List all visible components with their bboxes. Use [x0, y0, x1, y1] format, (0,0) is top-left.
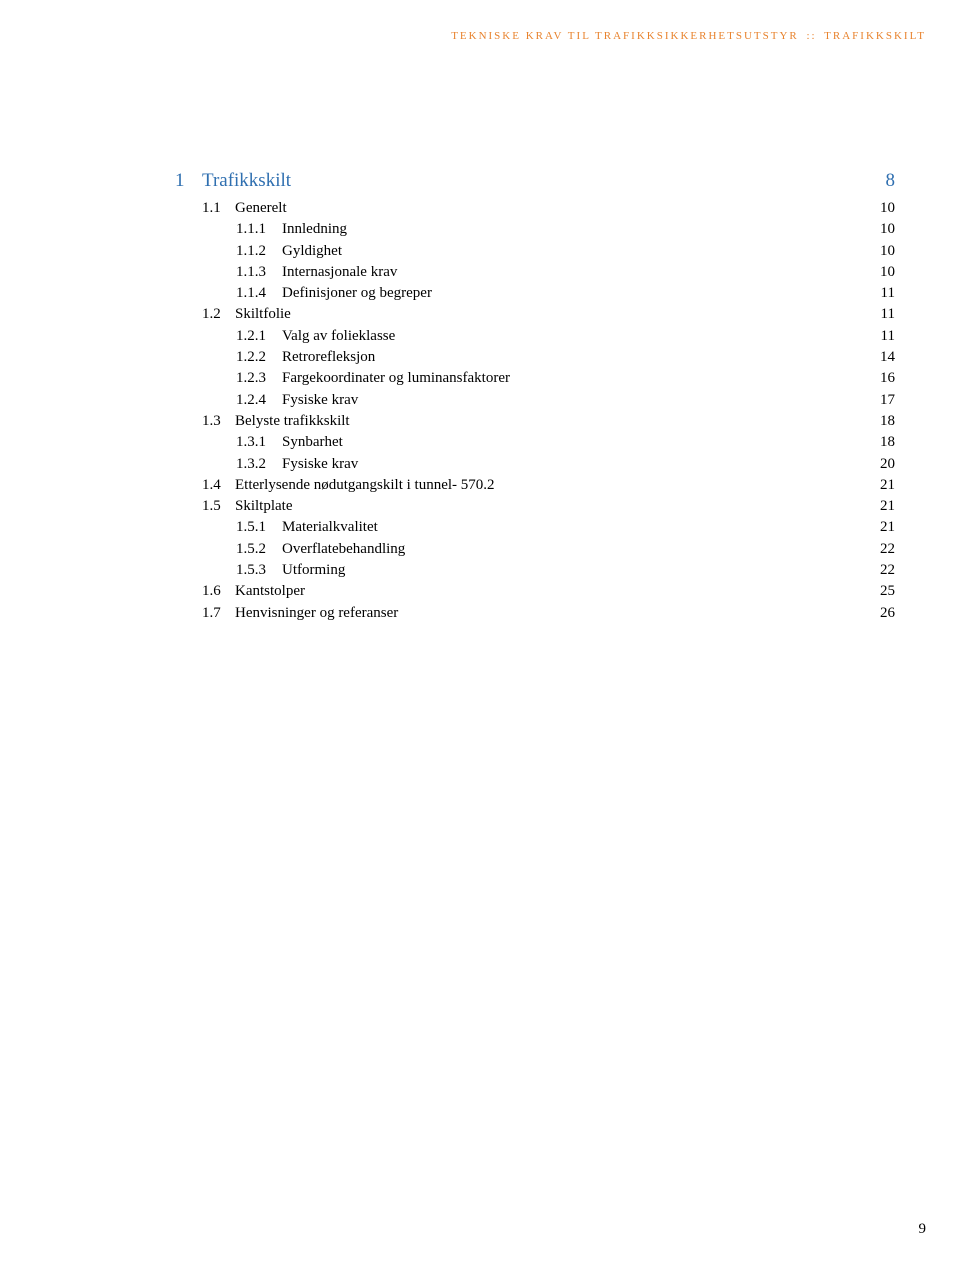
toc-chapter-num: 1	[175, 170, 202, 192]
toc-entry: 1.3.2Fysiske krav 20	[175, 454, 895, 475]
toc-entry-num: 1.1.3	[236, 262, 282, 283]
toc-entry-title: Belyste trafikkskilt	[235, 411, 350, 432]
toc-entry-page: 22	[880, 560, 895, 581]
page-header: TEKNISKE KRAV TIL TRAFIKKSIKKERHETSUTSTY…	[451, 30, 926, 42]
toc-entry: 1.1.4Definisjoner og begreper 11	[175, 283, 895, 304]
toc-entry: 1.4Etterlysende nødutgangskilt i tunnel-…	[175, 475, 895, 496]
toc-entry-title: Valg av folieklasse	[282, 326, 395, 347]
toc-entry: 1.3.1Synbarhet 18	[175, 432, 895, 453]
toc-entry-title: Fargekoordinater og luminansfaktorer	[282, 368, 510, 389]
toc-entry-title: Retrorefleksjon	[282, 347, 375, 368]
toc-entry-page: 21	[880, 475, 895, 496]
toc-entry-num: 1.2.3	[236, 368, 282, 389]
toc-entry-title: Kantstolper	[235, 581, 305, 602]
toc: 1 Trafikkskilt 8 1.1Generelt101.1.1Innle…	[175, 170, 895, 624]
header-right: TRAFIKKSKILT	[824, 30, 926, 42]
toc-entry-title: Skiltfolie	[235, 304, 291, 325]
toc-entry-title: Generelt	[235, 198, 287, 219]
toc-entry-title: Materialkvalitet	[282, 517, 378, 538]
toc-entry-title: Innledning	[282, 219, 347, 240]
toc-entry-page: 10	[880, 198, 895, 219]
toc-entry-title: Definisjoner og begreper	[282, 283, 432, 304]
toc-entry: 1.3Belyste trafikkskilt 18	[175, 411, 895, 432]
toc-entry-num: 1.3.2	[236, 454, 282, 475]
toc-entry-num: 1.5.1	[236, 517, 282, 538]
toc-entry-title: Utforming	[282, 560, 345, 581]
toc-chapter-title: Trafikkskilt	[202, 170, 291, 192]
toc-entry-page: 14	[880, 347, 895, 368]
toc-chapter-page: 8	[886, 170, 896, 192]
toc-entry: 1.5Skiltplate 21	[175, 496, 895, 517]
toc-entry: 1.2.3Fargekoordinater og luminansfaktore…	[175, 368, 895, 389]
toc-entry-num: 1.4	[202, 475, 235, 496]
toc-entry: 1.1.2Gyldighet 10	[175, 241, 895, 262]
toc-entry: 1.5.3Utforming 22	[175, 560, 895, 581]
toc-entry-title: Henvisninger og referanser	[235, 603, 398, 624]
toc-entry-page: 20	[880, 454, 895, 475]
toc-entry-num: 1.1.1	[236, 219, 282, 240]
toc-entry-num: 1.6	[202, 581, 235, 602]
toc-entry: 1.2Skiltfolie 11	[175, 304, 895, 325]
toc-entry: 1.5.2Overflatebehandling 22	[175, 539, 895, 560]
toc-entry-title: Skiltplate	[235, 496, 293, 517]
toc-entry-num: 1.2.4	[236, 390, 282, 411]
toc-entry-page: 10	[880, 241, 895, 262]
toc-entry-num: 1.7	[202, 603, 235, 624]
toc-entry: 1.6Kantstolper 25	[175, 581, 895, 602]
toc-entry-title: Gyldighet	[282, 241, 342, 262]
toc-chapter: 1 Trafikkskilt 8	[175, 170, 895, 192]
toc-entry: 1.5.1Materialkvalitet 21	[175, 517, 895, 538]
toc-entry-title: Etterlysende nødutgangskilt i tunnel- 57…	[235, 475, 495, 496]
toc-entry-title: Internasjonale krav	[282, 262, 397, 283]
toc-entries: 1.1Generelt101.1.1Innledning101.1.2Gyldi…	[175, 198, 895, 624]
toc-entry-num: 1.2	[202, 304, 235, 325]
toc-entry-page: 18	[880, 411, 895, 432]
toc-entry-page: 16	[880, 368, 895, 389]
toc-entry-page: 10	[880, 219, 895, 240]
toc-entry: 1.2.4Fysiske krav 17	[175, 390, 895, 411]
header-separator: ::	[806, 30, 816, 42]
toc-entry-num: 1.2.2	[236, 347, 282, 368]
toc-entry-num: 1.1.4	[236, 283, 282, 304]
toc-entry: 1.1.1Innledning 10	[175, 219, 895, 240]
toc-entry-title: Fysiske krav	[282, 454, 358, 475]
toc-entry: 1.1.3Internasjonale krav 10	[175, 262, 895, 283]
toc-entry-page: 17	[880, 390, 895, 411]
toc-entry-page: 18	[880, 432, 895, 453]
toc-entry: 1.1Generelt 10	[175, 198, 895, 219]
toc-entry: 1.2.1Valg av folieklasse 11	[175, 326, 895, 347]
toc-entry-num: 1.2.1	[236, 326, 282, 347]
toc-entry: 1.2.2Retrorefleksjon 14	[175, 347, 895, 368]
toc-entry-title: Synbarhet	[282, 432, 343, 453]
toc-entry-page: 25	[880, 581, 895, 602]
toc-entry-num: 1.3	[202, 411, 235, 432]
toc-entry-page: 21	[880, 496, 895, 517]
toc-entry-page: 11	[881, 326, 895, 347]
toc-entry-num: 1.1.2	[236, 241, 282, 262]
toc-entry-page: 10	[880, 262, 895, 283]
header-left: TEKNISKE KRAV TIL TRAFIKKSIKKERHETSUTSTY…	[451, 30, 799, 42]
toc-entry-page: 26	[880, 603, 895, 624]
toc-entry-page: 11	[881, 283, 895, 304]
toc-entry-page: 21	[880, 517, 895, 538]
toc-entry-page: 22	[880, 539, 895, 560]
toc-entry-num: 1.5	[202, 496, 235, 517]
toc-entry-title: Fysiske krav	[282, 390, 358, 411]
toc-entry-title: Overflatebehandling	[282, 539, 405, 560]
toc-entry: 1.7Henvisninger og referanser 26	[175, 603, 895, 624]
toc-entry-num: 1.5.3	[236, 560, 282, 581]
page-number: 9	[919, 1221, 927, 1238]
toc-entry-num: 1.1	[202, 198, 235, 219]
page: TEKNISKE KRAV TIL TRAFIKKSIKKERHETSUTSTY…	[0, 0, 960, 1272]
toc-entry-num: 1.3.1	[236, 432, 282, 453]
toc-entry-num: 1.5.2	[236, 539, 282, 560]
toc-entry-page: 11	[881, 304, 895, 325]
